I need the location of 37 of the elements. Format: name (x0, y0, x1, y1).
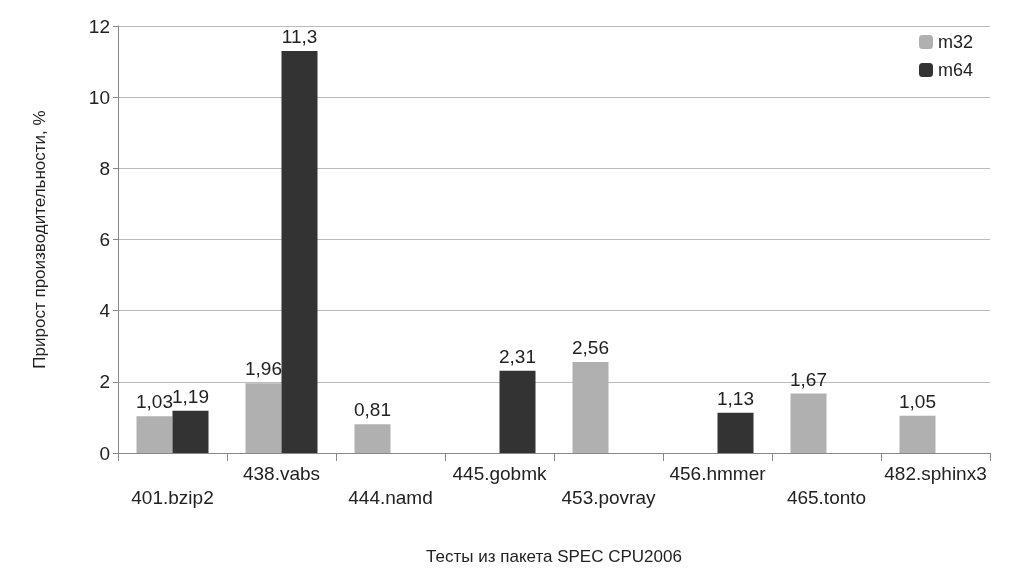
x-tick-label: 453.povray (561, 486, 656, 508)
bar (172, 410, 209, 453)
bar (717, 412, 754, 453)
x-tick-label: 445.gobmk (452, 462, 547, 484)
bar (136, 416, 173, 453)
y-tick-label: 6 (99, 229, 110, 250)
data-label: 1,96 (245, 358, 282, 380)
bar (281, 50, 318, 453)
data-label: 1,05 (899, 390, 936, 412)
data-label: 2,31 (499, 345, 536, 367)
data-label: 2,56 (572, 336, 609, 358)
x-tick-label: 438.vabs (242, 462, 321, 484)
data-label: 1,03 (136, 391, 173, 413)
y-axis-title: Прирост производительности, % (30, 110, 49, 369)
x-tick-label: 482.sphinx3 (884, 462, 987, 484)
data-label: 1,13 (717, 387, 754, 409)
x-tick-label: 401.bzip2 (131, 486, 214, 508)
legend-label: m32 (937, 32, 973, 52)
y-tick-label: 8 (99, 157, 110, 179)
bar (790, 393, 827, 453)
bar (899, 415, 936, 453)
y-tick-label: 4 (99, 300, 111, 322)
data-label: 11,3 (281, 25, 318, 47)
data-label: 1,67 (790, 368, 827, 390)
data-label: 0,81 (354, 399, 391, 421)
data-label: 1,19 (172, 385, 209, 407)
y-tick-label: 2 (99, 371, 110, 393)
x-tick-label: 444.namd (348, 486, 433, 508)
x-tick-label: 456.hmmer (669, 462, 767, 484)
y-tick-label: 12 (88, 15, 110, 37)
y-tick-label: 10 (88, 86, 110, 108)
y-tick-label: 0 (99, 442, 110, 464)
bar (499, 370, 536, 453)
x-tick-label: 465.tonto (786, 486, 867, 508)
legend-label: m64 (937, 60, 973, 80)
bar (354, 424, 391, 453)
x-axis-title: Тесты из пакета SPEC CPU2006 (426, 547, 682, 566)
